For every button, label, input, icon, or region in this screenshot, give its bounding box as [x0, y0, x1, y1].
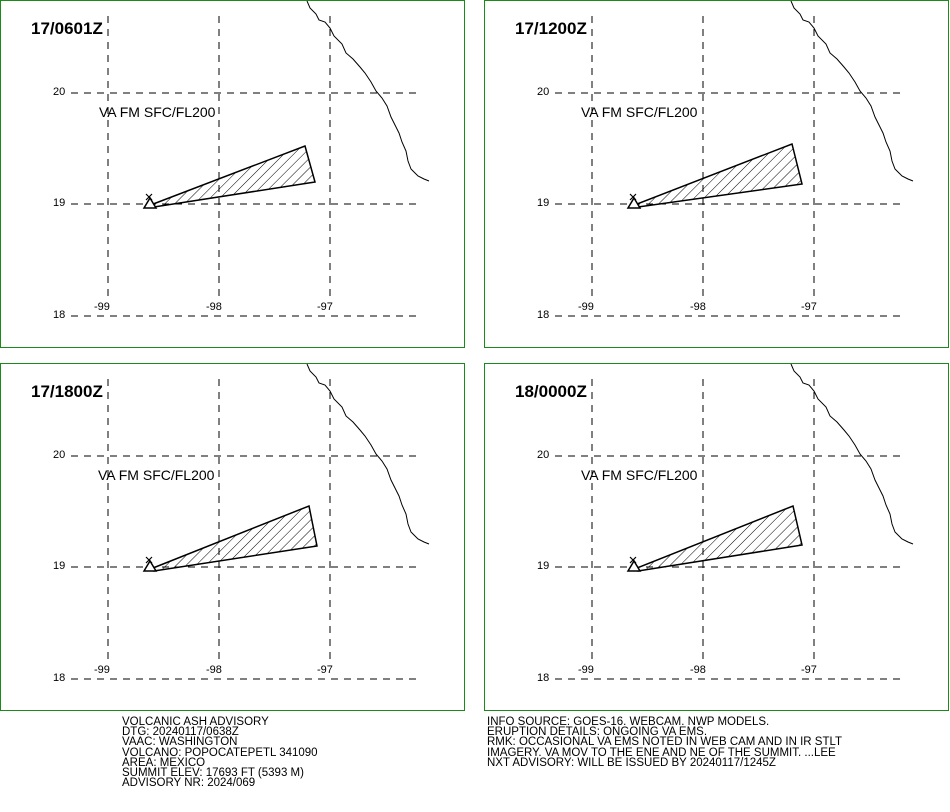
lat-label-20: 20 — [53, 86, 66, 98]
info-line: RMK: OCCASIONAL VA EMS NOTED IN WEB CAM … — [487, 736, 843, 749]
map-panel-4: 18/0000Z VA FM SFC/FL200 20 19 18 -99 -9… — [484, 363, 949, 711]
coastline — [306, 1, 430, 182]
lat-label-18: 18 — [53, 672, 66, 684]
info-line: ERUPTION DETAILS: ONGOING VA EMS. — [487, 726, 708, 739]
map-graphic — [555, 1, 914, 317]
lon-label-98: -98 — [206, 301, 222, 313]
lon-label-97: -97 — [801, 301, 817, 313]
map-graphic — [555, 364, 914, 680]
eruption-mark-icon — [145, 193, 153, 201]
lon-label-99: -99 — [578, 301, 594, 313]
panel-title: 17/1200Z — [515, 19, 587, 38]
lon-label-98: -98 — [690, 301, 706, 313]
map-graphic — [71, 1, 430, 317]
advisory-line: VOLCANO: POPOCATEPETL 341090 — [122, 746, 318, 759]
lon-label-99: -99 — [94, 301, 110, 313]
ash-cloud-polygon — [629, 504, 803, 572]
lat-label-20: 20 — [53, 449, 66, 461]
lon-label-99: -99 — [94, 664, 110, 676]
advisory-line: ADVISORY NR: 2024/069 — [122, 777, 256, 790]
advisory-header-block: VOLCANIC ASH ADVISORY DTG: 20240117/0638… — [122, 716, 318, 790]
ash-layer-label: VA FM SFC/FL200 — [581, 104, 698, 120]
lat-label-20: 20 — [537, 86, 550, 98]
ash-cloud-polygon — [145, 504, 318, 572]
volcano-icon — [626, 196, 642, 209]
lat-label-19: 19 — [53, 197, 66, 209]
info-line: IMAGERY. VA MOV TO THE ENE AND NE OF THE… — [487, 746, 836, 759]
info-line: INFO SOURCE: GOES-16. WEBCAM. NWP MODELS… — [487, 716, 770, 728]
panel-title: 17/0601Z — [31, 19, 103, 38]
panel-title: 18/0000Z — [515, 382, 587, 401]
volcano-icon — [626, 559, 642, 572]
map-graphic — [71, 364, 430, 680]
ash-cloud-polygon — [145, 145, 316, 208]
advisory-line: VOLCANIC ASH ADVISORY — [122, 716, 269, 728]
map-panel-3: 17/1800Z VA FM SFC/FL200 20 19 18 -99 -9… — [0, 363, 465, 711]
ash-layer-label: VA FM SFC/FL200 — [581, 467, 698, 483]
info-line: NXT ADVISORY: WILL BE ISSUED BY 20240117… — [487, 756, 776, 769]
map-panel-2: 17/1200Z VA FM SFC/FL200 20 19 18 -99 -9… — [484, 0, 949, 348]
volcano-icon — [142, 559, 158, 572]
eruption-mark-icon — [629, 556, 637, 564]
coastline — [790, 1, 914, 182]
lat-label-18: 18 — [537, 672, 550, 684]
coastline — [306, 364, 430, 545]
advisory-line: VAAC: WASHINGTON — [122, 736, 238, 749]
lat-label-18: 18 — [53, 309, 66, 321]
lat-label-19: 19 — [53, 560, 66, 572]
info-block: INFO SOURCE: GOES-16. WEBCAM. NWP MODELS… — [487, 716, 843, 769]
lon-label-98: -98 — [690, 664, 706, 676]
lat-label-18: 18 — [537, 309, 550, 321]
lon-label-99: -99 — [578, 664, 594, 676]
coastline — [790, 364, 914, 545]
ash-layer-label: VA FM SFC/FL200 — [99, 104, 216, 120]
advisory-line: SUMMIT ELEV: 17693 FT (5393 M) — [122, 766, 304, 779]
panel-title: 17/1800Z — [31, 382, 103, 401]
volcano-icon — [142, 196, 158, 209]
eruption-mark-icon — [145, 556, 153, 564]
lon-label-97: -97 — [317, 664, 333, 676]
ash-cloud-polygon — [629, 142, 803, 208]
map-panel-1: 17/0601Z VA FM SFC/FL200 20 19 18 -99 -9… — [0, 0, 465, 348]
lon-label-97: -97 — [801, 664, 817, 676]
advisory-line: DTG: 20240117/0638Z — [122, 726, 239, 739]
lat-label-19: 19 — [537, 560, 550, 572]
advisory-line: AREA: MEXICO — [122, 756, 206, 769]
lat-label-20: 20 — [537, 449, 550, 461]
eruption-mark-icon — [629, 193, 637, 201]
ash-layer-label: VA FM SFC/FL200 — [98, 467, 215, 483]
lon-label-98: -98 — [206, 664, 222, 676]
lat-label-19: 19 — [537, 197, 550, 209]
lon-label-97: -97 — [317, 301, 333, 313]
